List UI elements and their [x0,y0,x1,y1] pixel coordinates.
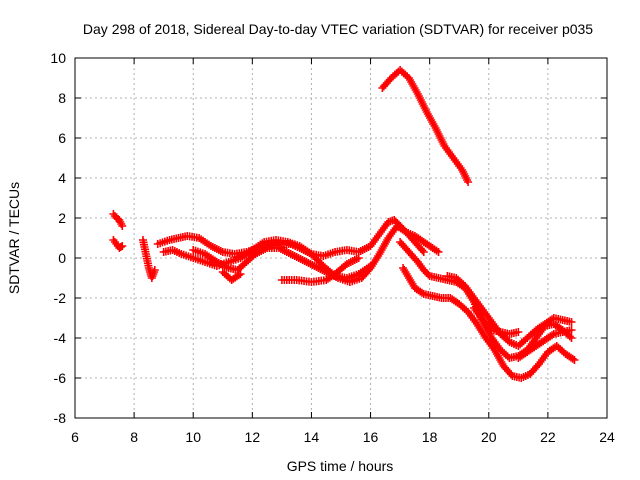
data-point [234,271,243,280]
series-track-4 [153,216,443,260]
y-tick-label: -6 [54,370,67,386]
x-tick-label: 20 [481,429,497,445]
x-tick-label: 10 [185,429,201,445]
y-tick-label: 6 [58,130,66,146]
data-point [464,178,473,186]
series-track-7 [218,268,245,284]
series-track-1 [109,210,127,230]
series-track-13 [470,304,523,338]
x-tick-label: 8 [130,429,138,445]
data-point [434,248,443,256]
x-tick-label: 6 [71,429,79,445]
x-axis: 6 8 10 12 14 16 18 20 22 24 [71,58,615,445]
data-point [514,328,523,336]
series-track-11 [399,264,579,382]
x-tick-label: 22 [540,429,556,445]
data-point [354,254,363,262]
data-point [118,242,127,250]
series-track-10 [396,238,576,362]
y-tick-label: -4 [54,330,67,346]
data-point [570,356,579,364]
series-track-2 [109,236,127,252]
chart-title: Day 298 of 2018, Sidereal Day-to-day VTE… [83,21,593,37]
grid [75,58,607,418]
y-tick-label: -8 [54,410,67,426]
series-track-5 [159,236,375,282]
data-point [118,222,127,230]
x-axis-label: GPS time / hours [287,458,394,474]
y-axis-label: SDTVAR / TECUs [6,182,22,294]
data-point [150,266,159,274]
data-point [236,270,245,278]
x-tick-label: 16 [363,429,379,445]
series-track-8 [277,254,363,286]
x-tick-label: 12 [245,429,261,445]
series-track-6 [189,222,428,286]
plot-frame [74,57,608,419]
y-tick-label: 4 [58,170,66,186]
data-point [568,354,577,363]
data-point [419,248,428,256]
x-tick-label: 14 [304,429,320,445]
y-axis: -8 -6 -4 -2 0 2 4 6 8 10 [50,50,607,426]
y-tick-label: -2 [54,290,67,306]
data-point [417,288,426,297]
x-tick-label: 18 [422,429,438,445]
y-tick-label: 2 [58,210,66,226]
data-point [418,246,427,255]
data-point [567,334,576,342]
series-track-14 [514,326,576,362]
data-points [109,66,579,382]
y-tick-label: 10 [50,50,66,66]
y-tick-label: 8 [58,90,66,106]
data-point [567,326,576,334]
series-track-9 [378,66,473,186]
y-tick-label: 0 [58,250,66,266]
x-tick-label: 24 [599,429,615,445]
data-point [116,243,125,251]
series-track-3 [138,236,159,282]
data-point [567,318,576,326]
data-point [548,331,557,340]
